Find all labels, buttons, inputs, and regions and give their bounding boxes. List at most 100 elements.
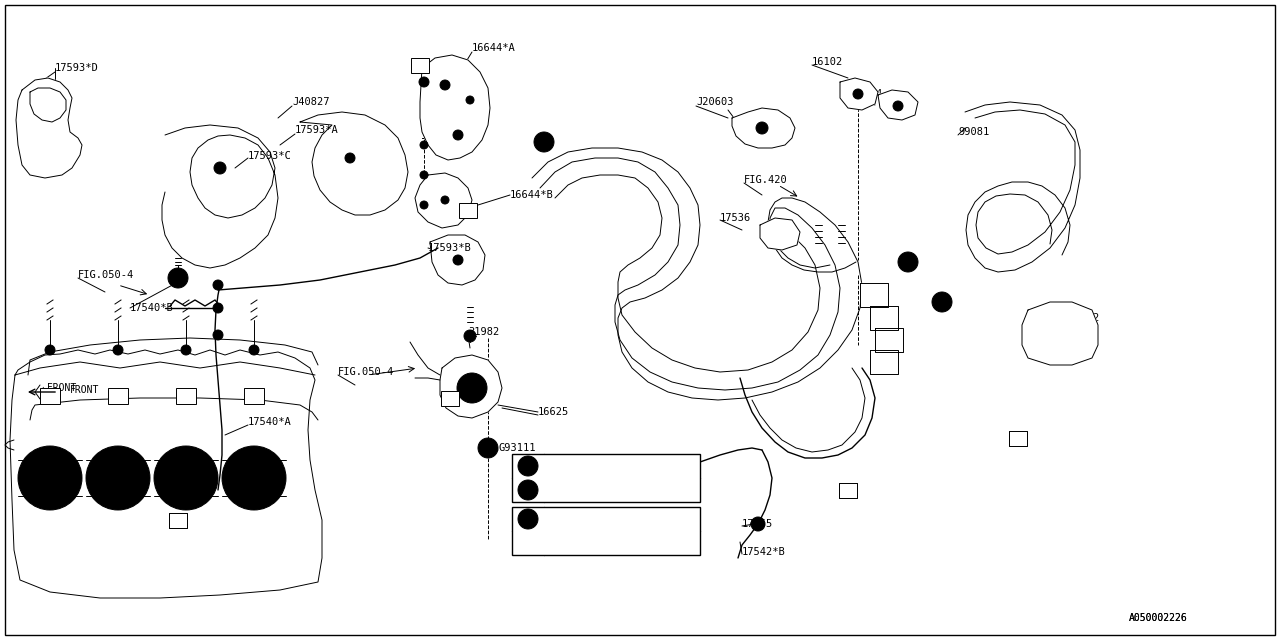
Text: J20601: J20601: [548, 485, 585, 495]
Bar: [838, 483, 858, 497]
Text: FRONT: FRONT: [70, 385, 100, 395]
Circle shape: [164, 456, 209, 500]
Text: 1: 1: [541, 137, 547, 147]
Text: FIG.420: FIG.420: [744, 175, 787, 185]
Text: 14874: 14874: [852, 89, 883, 99]
Text: 1: 1: [525, 461, 531, 471]
Circle shape: [420, 141, 428, 149]
Bar: [1009, 431, 1027, 445]
Circle shape: [212, 280, 223, 290]
Text: 17593*A: 17593*A: [294, 125, 339, 135]
Circle shape: [154, 446, 218, 510]
Polygon shape: [420, 55, 490, 160]
Text: 16102: 16102: [812, 57, 844, 67]
Text: 17593*B: 17593*B: [428, 243, 472, 253]
Text: J10688(201805-): J10688(201805-): [548, 538, 635, 547]
Text: A050002226: A050002226: [1129, 613, 1188, 623]
Polygon shape: [840, 78, 878, 110]
Circle shape: [477, 438, 498, 458]
Text: B: B: [417, 60, 422, 70]
Polygon shape: [1021, 302, 1098, 365]
Circle shape: [420, 201, 428, 209]
Text: C: C: [447, 393, 453, 403]
Text: 99081: 99081: [957, 127, 989, 137]
Circle shape: [244, 468, 264, 488]
Bar: [411, 58, 429, 72]
Text: FIG.050-4: FIG.050-4: [78, 270, 134, 280]
Text: G93111: G93111: [498, 443, 535, 453]
Polygon shape: [760, 218, 800, 250]
Circle shape: [893, 101, 902, 111]
Text: ←FRONT: ←FRONT: [42, 383, 77, 393]
Text: 17555: 17555: [742, 519, 773, 529]
Bar: [40, 388, 60, 404]
Circle shape: [232, 456, 276, 500]
Text: C: C: [845, 485, 851, 495]
Text: 17540*B: 17540*B: [131, 303, 174, 313]
Circle shape: [466, 96, 474, 104]
Text: 16625: 16625: [538, 407, 570, 417]
Text: B: B: [1015, 433, 1021, 443]
Polygon shape: [300, 112, 408, 215]
Polygon shape: [440, 355, 502, 418]
Text: 16644*B: 16644*B: [509, 190, 554, 200]
Circle shape: [212, 330, 223, 340]
Text: A050002226: A050002226: [1129, 613, 1188, 623]
Circle shape: [174, 274, 182, 282]
Circle shape: [212, 303, 223, 313]
Text: 2: 2: [525, 485, 531, 495]
Bar: [108, 388, 128, 404]
Text: FIG.050-2: FIG.050-2: [1044, 313, 1101, 323]
Circle shape: [457, 373, 486, 403]
Bar: [169, 513, 187, 527]
Text: B: B: [1015, 433, 1021, 443]
Text: 2: 2: [905, 257, 911, 267]
Text: 17542*A: 17542*A: [618, 463, 662, 473]
Circle shape: [45, 345, 55, 355]
Text: 17536: 17536: [721, 213, 751, 223]
Bar: [838, 483, 858, 497]
Polygon shape: [17, 78, 82, 178]
Bar: [442, 390, 460, 406]
Bar: [177, 388, 196, 404]
Text: J2088: J2088: [548, 461, 580, 471]
Circle shape: [177, 468, 196, 488]
Circle shape: [440, 80, 451, 90]
Text: 2: 2: [175, 273, 180, 283]
Polygon shape: [876, 328, 902, 352]
Text: J20603: J20603: [696, 97, 733, 107]
Text: 17540*A: 17540*A: [248, 417, 292, 427]
Text: FIG.050-4: FIG.050-4: [338, 367, 394, 377]
Bar: [244, 388, 264, 404]
Circle shape: [518, 509, 538, 529]
Text: 31982: 31982: [468, 327, 499, 337]
Bar: [1009, 431, 1027, 445]
Text: 3: 3: [525, 514, 531, 524]
Circle shape: [113, 345, 123, 355]
Text: 3: 3: [940, 297, 945, 307]
Circle shape: [756, 122, 768, 134]
Text: J20601(-201805): J20601(-201805): [548, 515, 635, 524]
Circle shape: [483, 443, 493, 453]
Circle shape: [852, 89, 863, 99]
Circle shape: [419, 77, 429, 87]
Polygon shape: [878, 90, 918, 120]
Polygon shape: [732, 108, 795, 148]
Text: 17542*B: 17542*B: [742, 547, 786, 557]
Polygon shape: [415, 173, 472, 228]
Circle shape: [518, 456, 538, 476]
Circle shape: [442, 196, 449, 204]
Circle shape: [932, 292, 952, 312]
Bar: [460, 202, 477, 218]
Text: 16644*A: 16644*A: [472, 43, 516, 53]
Circle shape: [465, 330, 476, 342]
Circle shape: [420, 171, 428, 179]
Circle shape: [28, 456, 72, 500]
Circle shape: [453, 130, 463, 140]
Text: A: A: [175, 515, 180, 525]
Circle shape: [453, 255, 463, 265]
Circle shape: [96, 456, 140, 500]
Text: C: C: [845, 485, 851, 495]
Text: A: A: [175, 515, 180, 525]
Text: A: A: [465, 205, 471, 215]
